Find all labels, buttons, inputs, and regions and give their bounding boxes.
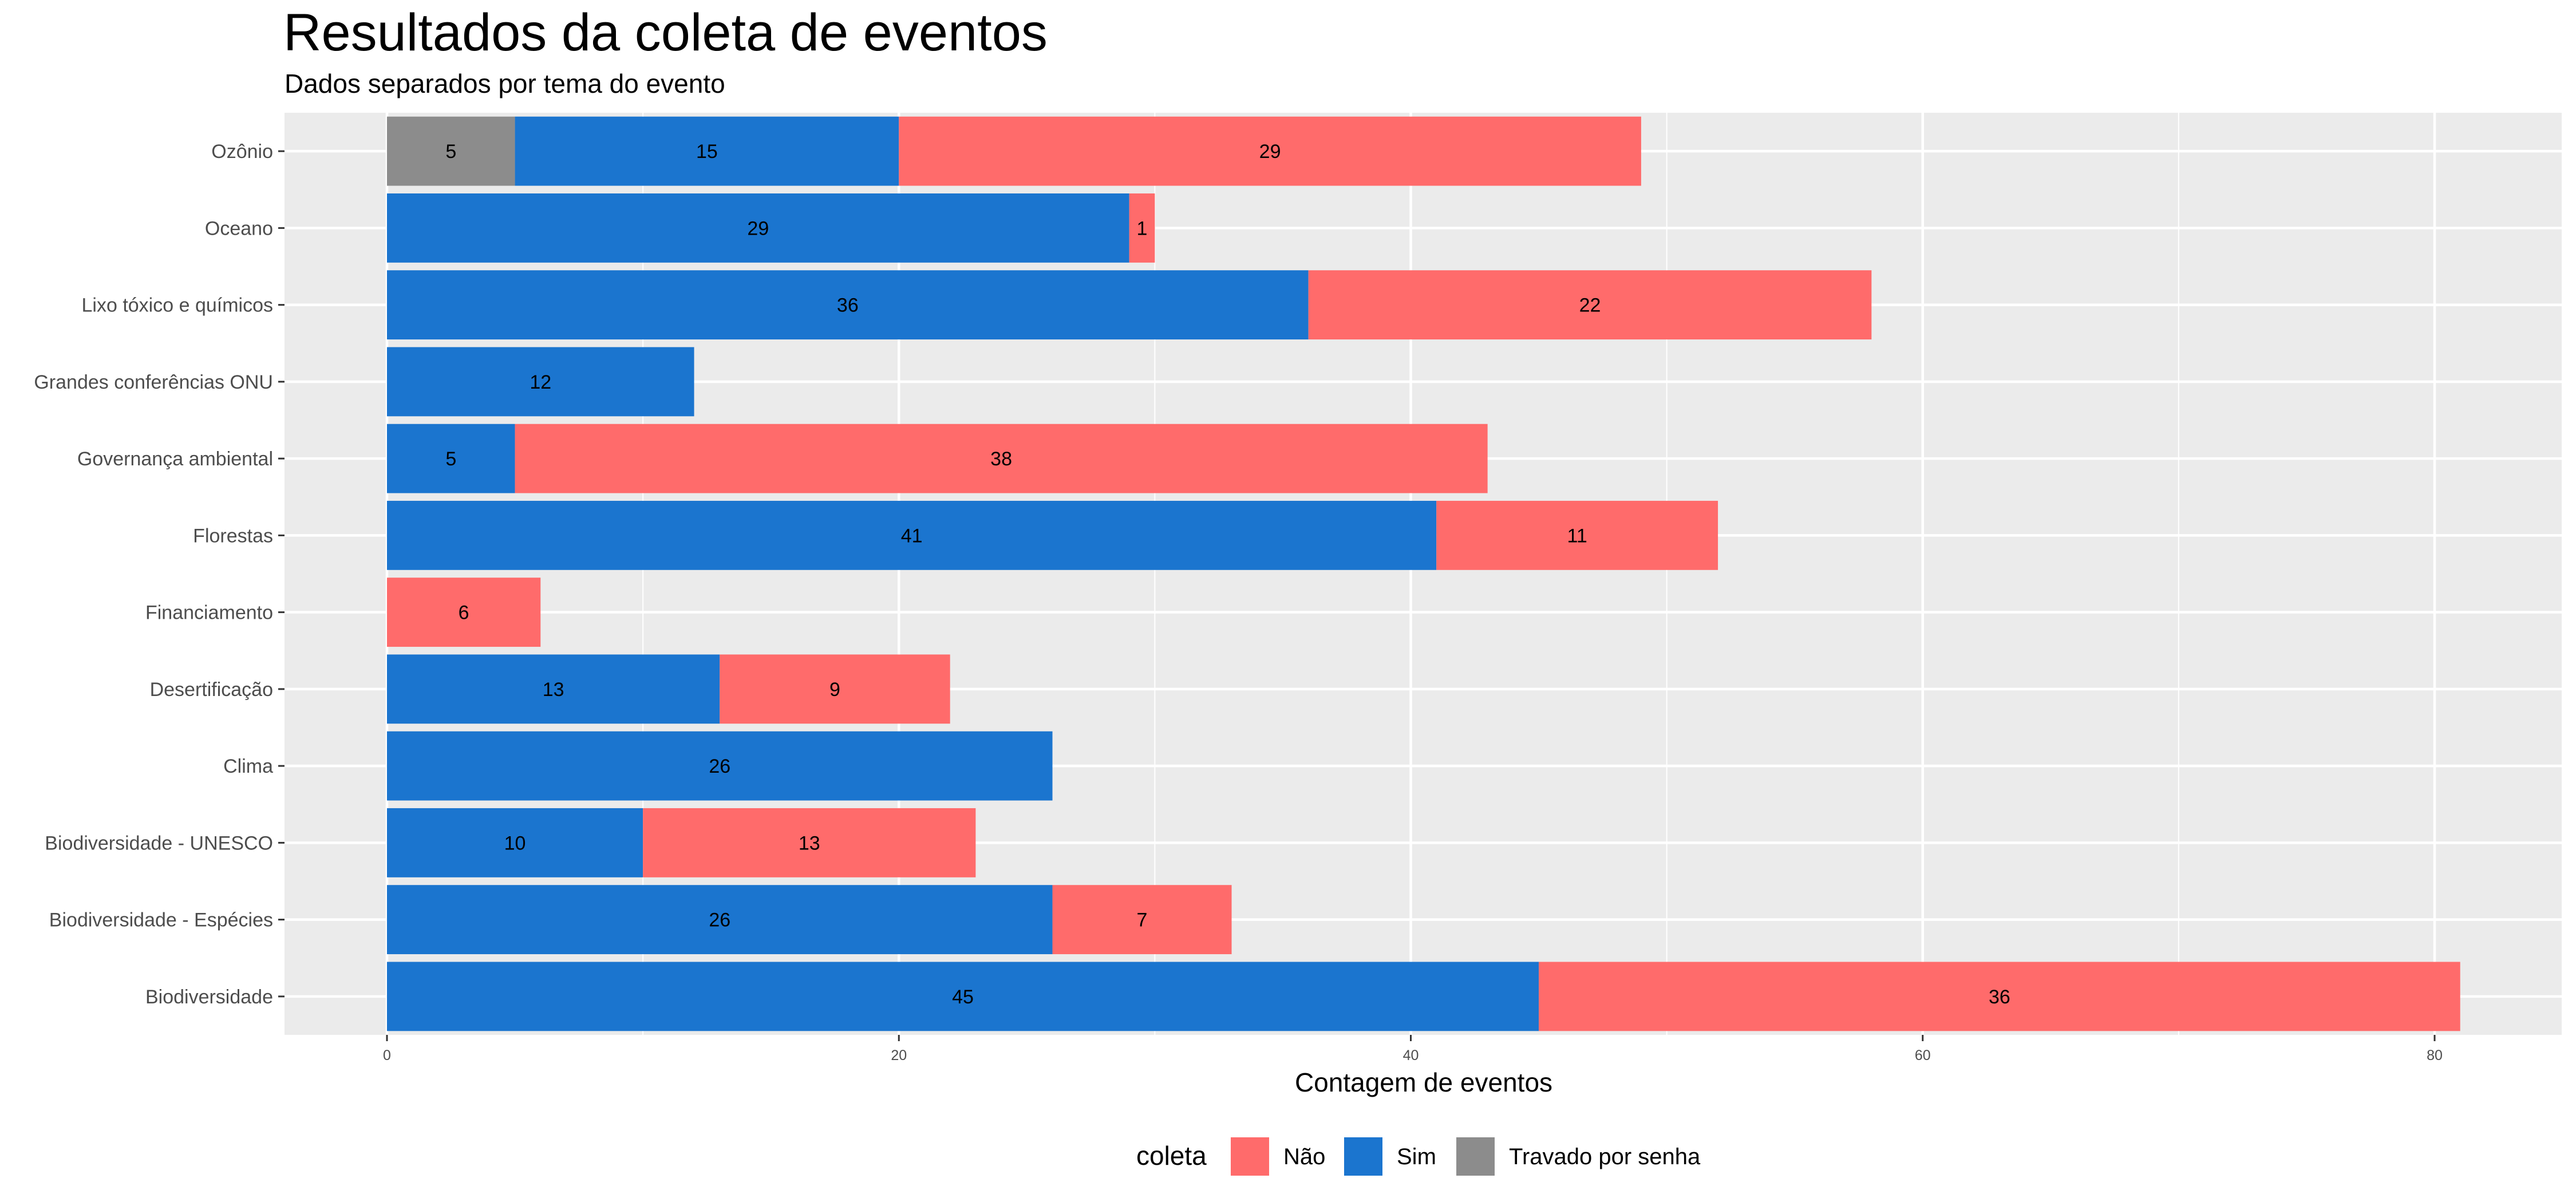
chart-title: Resultados da coleta de eventos <box>283 3 1048 62</box>
data-label: 41 <box>901 525 923 547</box>
data-label: 29 <box>1259 141 1281 163</box>
bar-biodiversidade-especies-sim <box>387 885 1053 955</box>
y-tick-label: Oceano <box>205 218 273 239</box>
data-label: 13 <box>799 832 820 854</box>
x-tick-label: 80 <box>2427 1047 2443 1063</box>
data-label: 38 <box>990 448 1012 470</box>
legend-label-nao: Não <box>1283 1144 1325 1169</box>
bar-governanca-ambiental-sim <box>387 424 515 493</box>
x-tick-label: 60 <box>1915 1047 1931 1063</box>
bar-biodiversidade-unesco-nao <box>643 808 976 877</box>
data-label: 6 <box>459 602 469 624</box>
bar-lixo-toxico-e-quimicos-sim <box>387 270 1309 340</box>
bar-florestas-sim <box>387 500 1437 570</box>
x-tick-label: 20 <box>891 1047 907 1063</box>
y-tick-label: Governança ambiental <box>77 448 273 470</box>
data-label: 26 <box>709 910 730 931</box>
data-label: 13 <box>543 679 564 701</box>
plot-panel <box>285 113 2562 1035</box>
y-axis: Ozônio Oceano Lixo tóxico e químicos Grande… <box>34 141 285 1008</box>
y-tick-label: Clima <box>223 756 273 777</box>
bar-grandes-conferencias-onu-sim <box>387 347 694 417</box>
data-label: 45 <box>952 986 974 1008</box>
bar-financiamento-nao <box>387 578 541 647</box>
y-tick-label: Biodiversidade <box>145 986 273 1008</box>
data-label: 5 <box>445 448 456 470</box>
data-labels: 5 15 29 29 1 36 22 12 5 38 41 11 6 13 9 26 10 13 26 7 45 36 <box>445 141 2010 1008</box>
x-tick-label: 0 <box>383 1047 391 1063</box>
bar-clima-sim <box>387 731 1053 801</box>
y-tick-label: Florestas <box>193 525 273 547</box>
data-label: 9 <box>829 679 840 701</box>
data-label: 1 <box>1137 218 1148 239</box>
data-label: 29 <box>747 218 769 239</box>
data-label: 22 <box>1579 295 1601 317</box>
data-label: 11 <box>1567 525 1587 547</box>
bar-biodiversidade-sim <box>387 962 1539 1031</box>
bar-ozonio-nao <box>899 116 1641 186</box>
legend-label-sim: Sim <box>1397 1144 1436 1169</box>
bar-biodiversidade-especies-nao <box>1052 885 1232 955</box>
bar-oceano-nao <box>1129 193 1155 263</box>
bar-oceano-sim <box>387 193 1129 263</box>
y-tick-label: Lixo tóxico e químicos <box>82 295 274 317</box>
y-tick-label: Biodiversidade - UNESCO <box>45 832 273 854</box>
data-label: 5 <box>445 141 456 163</box>
bars <box>387 116 2460 1031</box>
data-label: 36 <box>1989 986 2010 1008</box>
x-axis-title: Contagem de eventos <box>1295 1067 1552 1097</box>
legend: coleta Não Sim Travado por senha <box>1136 1137 1701 1176</box>
bar-governanca-ambiental-nao <box>515 424 1488 493</box>
data-label: 36 <box>837 295 859 317</box>
legend-key-sim <box>1344 1137 1382 1176</box>
y-tick-label: Biodiversidade - Espécies <box>49 910 273 931</box>
bar-lixo-toxico-e-quimicos-nao <box>1308 270 1872 340</box>
x-axis: 0 20 40 60 80 <box>383 1035 2443 1063</box>
data-label: 7 <box>1137 910 1148 931</box>
data-label: 26 <box>709 756 730 777</box>
data-label: 10 <box>504 832 526 854</box>
bar-ozonio-travado-por-senha <box>387 116 515 186</box>
data-label: 12 <box>530 371 551 393</box>
y-tick-label: Financiamento <box>145 602 273 624</box>
y-tick-label: Ozônio <box>211 141 273 163</box>
legend-label-travado-por-senha: Travado por senha <box>1509 1144 1701 1169</box>
bar-ozonio-sim <box>515 116 899 186</box>
bar-florestas-nao <box>1436 500 1718 570</box>
panel-background <box>285 113 2562 1035</box>
y-tick-label: Grandes conferências ONU <box>34 371 273 393</box>
legend-key-nao <box>1231 1137 1269 1176</box>
legend-title: coleta <box>1136 1141 1207 1171</box>
bar-biodiversidade-nao <box>1539 962 2460 1031</box>
legend-key-travado-por-senha <box>1456 1137 1495 1176</box>
x-tick-label: 40 <box>1403 1047 1419 1063</box>
y-tick-label: Desertificação <box>150 679 273 701</box>
chart-subtitle: Dados separados por tema do evento <box>285 69 725 98</box>
bar-desertificacao-nao <box>720 654 950 724</box>
bar-biodiversidade-unesco-sim <box>387 808 643 877</box>
data-label: 15 <box>696 141 718 163</box>
bar-desertificacao-sim <box>387 654 720 724</box>
